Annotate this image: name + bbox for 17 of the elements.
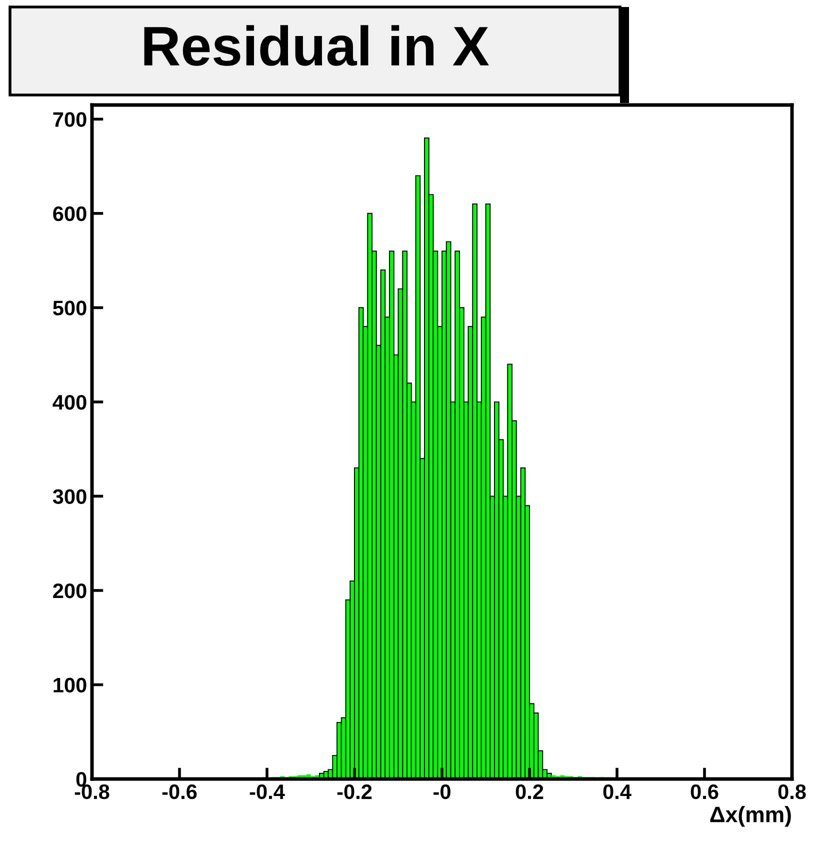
y-tick-label: 700	[53, 112, 86, 127]
x-tick-label: 0.2	[516, 784, 544, 800]
y-tick-label: 600	[53, 206, 86, 222]
x-tick-label: 0.8	[778, 784, 806, 800]
chart-title: Residual in X	[144, 25, 489, 66]
x-tick-label: -0	[434, 784, 450, 800]
y-tick-label: 500	[53, 300, 86, 316]
x-axis-title: Δx(mm)	[710, 806, 791, 827]
y-tick-label: 100	[54, 678, 86, 692]
y-tick-label: 300	[52, 489, 86, 504]
x-tick-label: 0.6	[690, 784, 718, 800]
y-tick-label: 200	[53, 583, 86, 598]
x-tick-label: -0.2	[337, 784, 372, 800]
x-tick-label: 0.4	[603, 784, 632, 800]
y-tick-label: 400	[52, 394, 86, 410]
x-tick-label: -0.4	[250, 784, 285, 800]
x-tick-label: -0.6	[162, 784, 197, 800]
